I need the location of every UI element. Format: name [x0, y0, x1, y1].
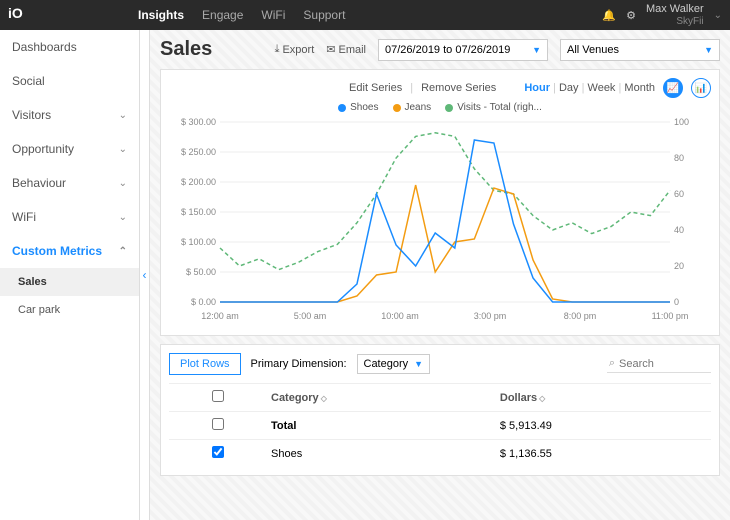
svg-text:5:00 am: 5:00 am: [294, 311, 327, 321]
user-name: Max Walker: [646, 3, 704, 15]
nav-support[interactable]: Support: [303, 8, 345, 22]
sidebar-item-custom-metrics[interactable]: Custom Metrics⌃: [0, 234, 139, 268]
chart-legend: ShoesJeansVisits - Total (righ...: [169, 102, 711, 113]
grain-week[interactable]: Week: [588, 82, 616, 94]
svg-text:80: 80: [674, 153, 684, 163]
svg-text:3:00 pm: 3:00 pm: [474, 311, 507, 321]
date-range-select[interactable]: 07/26/2019 to 07/26/2019▼: [378, 39, 548, 61]
select-all-checkbox[interactable]: [173, 390, 263, 402]
user-org: SkyFii: [646, 16, 704, 27]
email-button[interactable]: ✉ Email: [326, 43, 366, 56]
nav-wifi[interactable]: WiFi: [261, 8, 285, 22]
export-button[interactable]: ⤓ Export: [275, 43, 315, 56]
grain-hour[interactable]: Hour: [524, 82, 550, 94]
table-row[interactable]: Shoes$ 1,136.55: [169, 440, 711, 468]
data-table: Category◇ Dollars◇ Total$ 5,913.49Shoes$…: [169, 383, 711, 467]
sidebar-item-opportunity[interactable]: Opportunity⌄: [0, 132, 139, 166]
row-checkbox[interactable]: [173, 446, 263, 458]
svg-text:8:00 pm: 8:00 pm: [564, 311, 597, 321]
svg-text:11:00 pm: 11:00 pm: [652, 311, 689, 321]
svg-text:$ 150.00: $ 150.00: [181, 207, 216, 217]
svg-text:12:00 am: 12:00 am: [201, 311, 239, 321]
svg-text:100: 100: [674, 117, 689, 127]
dimension-label: Primary Dimension:: [251, 358, 347, 370]
svg-text:10:00 am: 10:00 am: [381, 311, 419, 321]
sidebar-item-wifi[interactable]: WiFi⌄: [0, 200, 139, 234]
svg-text:$ 100.00: $ 100.00: [181, 237, 216, 247]
sidebar-subitem-car-park[interactable]: Car park: [0, 296, 139, 324]
sales-chart: $ 0.00 $ 50.00 $ 100.00 $ 150.00 $ 200.00 $ 2…: [169, 117, 711, 327]
dimension-select[interactable]: Category▼: [357, 354, 431, 374]
sidebar-item-visitors[interactable]: Visitors⌄: [0, 98, 139, 132]
svg-text:$ 200.00: $ 200.00: [181, 177, 216, 187]
brand-logo: iO: [8, 5, 38, 25]
search-input[interactable]: [619, 358, 709, 370]
col-category[interactable]: Category◇: [267, 384, 496, 412]
gear-icon[interactable]: ⚙: [626, 9, 636, 22]
svg-text:$ 300.00: $ 300.00: [181, 117, 216, 127]
svg-text:20: 20: [674, 261, 684, 271]
search-icon: ⌕: [609, 357, 615, 370]
svg-text:60: 60: [674, 189, 684, 199]
grain-month[interactable]: Month: [624, 82, 655, 94]
sidebar-item-social[interactable]: Social: [0, 64, 139, 98]
table-row[interactable]: Total$ 5,913.49: [169, 412, 711, 440]
user-menu[interactable]: Max Walker SkyFii: [646, 3, 704, 26]
remove-series-link[interactable]: Remove Series: [421, 82, 496, 94]
linechart-icon[interactable]: 📈: [663, 78, 683, 98]
chevron-down-icon[interactable]: ⌄: [714, 10, 722, 21]
sidebar-collapse[interactable]: ‹: [140, 30, 150, 520]
sidebar-item-behaviour[interactable]: Behaviour⌄: [0, 166, 139, 200]
page-title: Sales: [160, 38, 212, 61]
barchart-icon[interactable]: 📊: [691, 78, 711, 98]
svg-text:$ 0.00: $ 0.00: [191, 297, 216, 307]
table-search[interactable]: ⌕: [607, 355, 711, 373]
nav-engage[interactable]: Engage: [202, 8, 243, 22]
edit-series-link[interactable]: Edit Series: [349, 82, 402, 94]
svg-text:0: 0: [674, 297, 679, 307]
nav-insights[interactable]: Insights: [138, 8, 184, 22]
top-nav: Insights Engage WiFi Support: [138, 8, 345, 22]
row-checkbox[interactable]: [173, 418, 263, 430]
sidebar: DashboardsSocialVisitors⌄Opportunity⌄Beh…: [0, 30, 140, 520]
sidebar-subitem-sales[interactable]: Sales: [0, 268, 139, 296]
bell-icon[interactable]: 🔔: [602, 9, 616, 22]
svg-text:$ 50.00: $ 50.00: [186, 267, 216, 277]
venue-select[interactable]: All Venues▼: [560, 39, 720, 61]
plot-rows-button[interactable]: Plot Rows: [169, 353, 241, 375]
grain-day[interactable]: Day: [559, 82, 579, 94]
sidebar-item-dashboards[interactable]: Dashboards: [0, 30, 139, 64]
col-dollars[interactable]: Dollars◇: [496, 384, 711, 412]
svg-text:$ 250.00: $ 250.00: [181, 147, 216, 157]
svg-text:40: 40: [674, 225, 684, 235]
